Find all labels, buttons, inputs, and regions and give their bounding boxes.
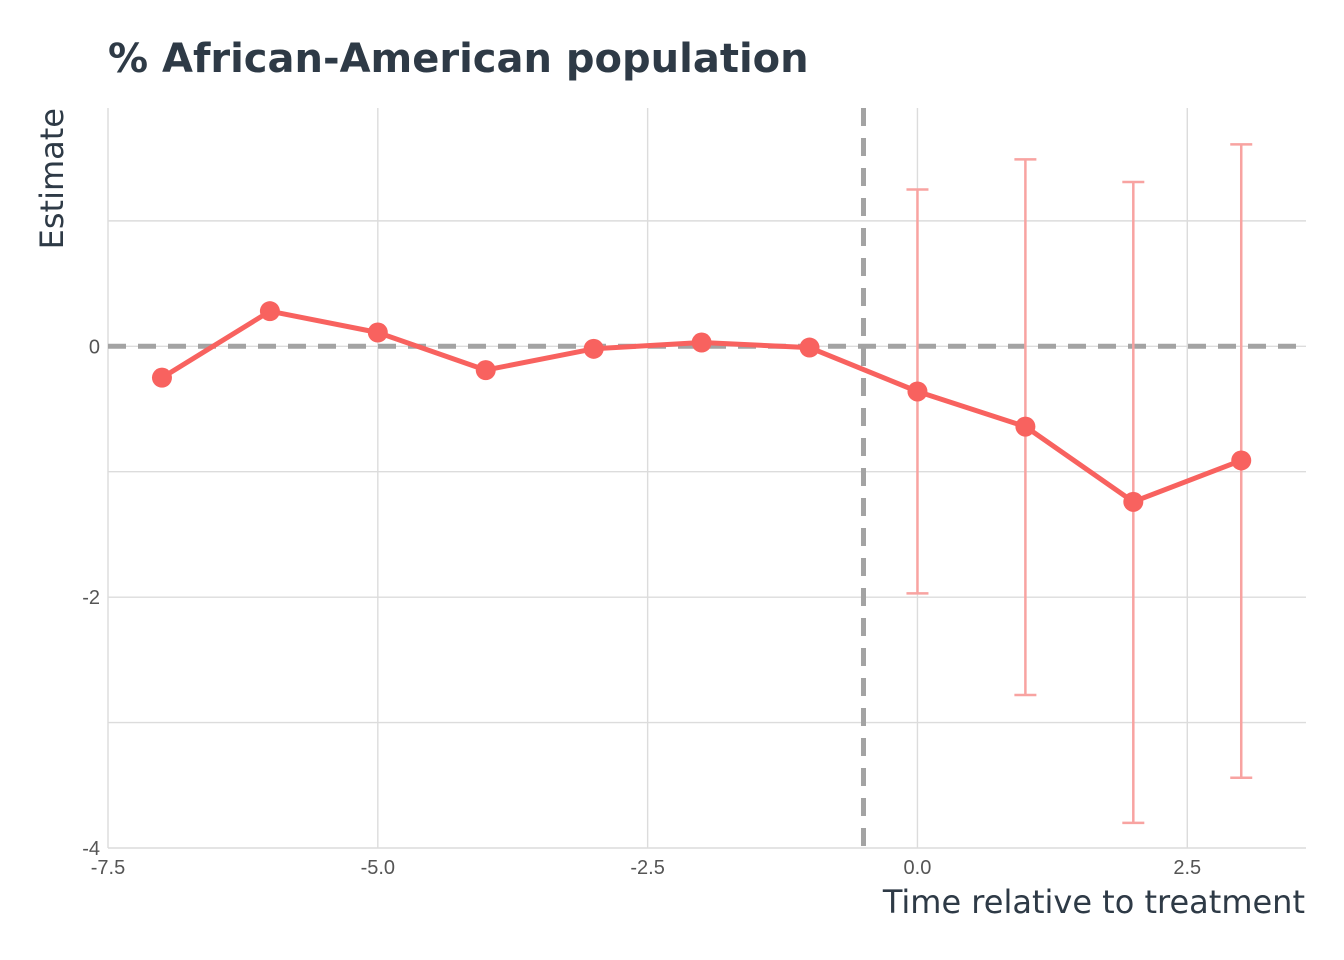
x-axis-ticks: -7.5 -5.0 -2.5 0.0 2.5 <box>91 857 1201 879</box>
y-tick-label: -2 <box>82 587 100 609</box>
reference-lines <box>108 108 1306 848</box>
data-point-7 <box>907 381 928 402</box>
data-point-3 <box>475 360 496 381</box>
data-point-10 <box>1231 450 1252 471</box>
data-point-2 <box>367 322 388 343</box>
x-tick-label: 0.0 <box>904 857 932 879</box>
y-tick-label: 0 <box>89 336 100 358</box>
series-layer <box>151 301 1252 512</box>
x-tick-label: -7.5 <box>91 857 125 879</box>
x-tick-label: -5.0 <box>361 857 395 879</box>
data-point-9 <box>1123 491 1144 512</box>
y-tick-label: -4 <box>82 838 100 860</box>
chart-title: % African-American population <box>108 36 809 82</box>
gridlines <box>107 108 1306 849</box>
y-axis-title: Estimate <box>33 108 71 249</box>
data-point-6 <box>799 337 820 358</box>
x-tick-label: 2.5 <box>1173 857 1201 879</box>
x-axis-title: Time relative to treatment <box>882 883 1305 921</box>
error-bars <box>906 143 1253 825</box>
data-point-1 <box>259 301 280 322</box>
data-point-4 <box>583 338 604 359</box>
data-point-0 <box>151 367 172 388</box>
data-point-8 <box>1015 416 1036 437</box>
x-tick-label: -2.5 <box>630 857 664 879</box>
data-point-5 <box>691 332 712 353</box>
y-axis-ticks: -4 -2 0 <box>82 336 100 860</box>
